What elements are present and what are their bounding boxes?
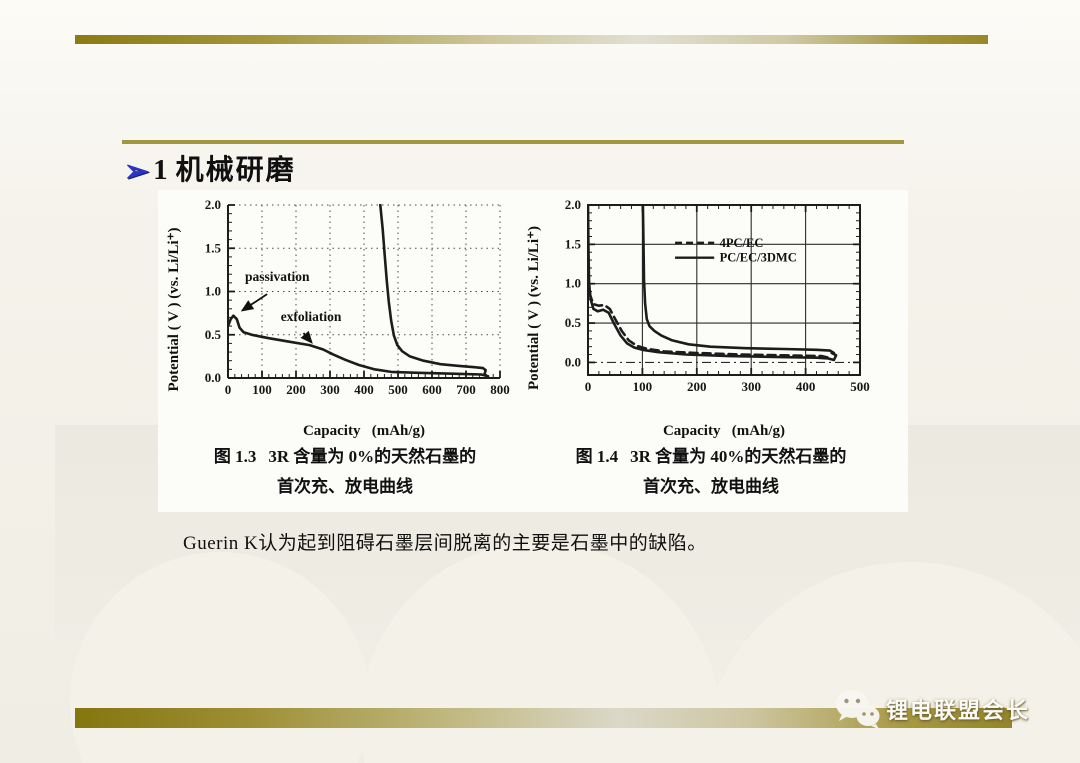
svg-text:1.5: 1.5 (565, 236, 582, 251)
svg-text:Capacity (mAh/g): Capacity (mAh/g) (303, 423, 425, 439)
watermark-text: 锂电联盟会长 (886, 698, 1031, 723)
svg-text:500: 500 (850, 379, 870, 394)
svg-text:400: 400 (796, 379, 816, 394)
caption-text: 3R 含量为 0%的天然石墨的 (268, 447, 477, 466)
caption-line: 首次充、放电曲线 (643, 477, 779, 496)
svg-text:Potential ( V ) (vs. Li/Li⁺): Potential ( V ) (vs. Li/Li⁺) (526, 226, 542, 390)
svg-text:300: 300 (320, 382, 340, 397)
svg-text:Potential ( V ) (vs. Li/Li⁺): Potential ( V ) (vs. Li/Li⁺) (166, 227, 182, 391)
svg-text:100: 100 (252, 382, 272, 397)
svg-text:0.0: 0.0 (565, 354, 581, 369)
svg-text:100: 100 (633, 379, 653, 394)
wechat-icon (836, 690, 880, 729)
svg-text:0: 0 (225, 382, 232, 397)
figure-1-4-chart: 0 100 200 300 400 500 0.0 0.5 1.0 1.5 2.0 Capacity … (526, 197, 870, 439)
svg-text:700: 700 (456, 382, 476, 397)
svg-text:passivation: passivation (245, 269, 310, 284)
svg-text:500: 500 (388, 382, 408, 397)
figure-label: 图 1.4 (575, 447, 619, 466)
heading-title: 机械研磨 (175, 155, 296, 186)
svg-text:300: 300 (741, 379, 761, 394)
figure-1-3-caption: 图 1.3 3R 含量为 0%的天然石墨的 首次充、放电曲线 (180, 442, 510, 502)
svg-text:2.0: 2.0 (565, 197, 581, 212)
svg-text:0: 0 (585, 379, 592, 394)
arrow-bullet-icon: ➢ (124, 155, 150, 188)
heading-rule (122, 140, 904, 144)
svg-text:exfoliation: exfoliation (281, 309, 342, 324)
svg-text:200: 200 (286, 382, 306, 397)
caption-text: 3R 含量为 40%的天然石墨的 (630, 447, 847, 466)
svg-text:Capacity (mAh/g): Capacity (mAh/g) (663, 423, 785, 439)
svg-text:400: 400 (354, 382, 374, 397)
svg-text:0.0: 0.0 (205, 370, 221, 385)
svg-text:1.0: 1.0 (565, 276, 581, 291)
heading-number: 1 (153, 154, 168, 186)
top-divider-bar (75, 35, 988, 44)
body-text: Guerin K认为起到阻碍石墨层间脱离的主要是石墨中的缺陷。 (183, 533, 707, 554)
svg-text:1.0: 1.0 (205, 284, 221, 299)
bottom-divider-bar (75, 708, 1012, 728)
slide-heading: ➢ 1 机械研磨 (124, 148, 296, 189)
svg-text:PC/EC/3DMC: PC/EC/3DMC (720, 251, 797, 265)
svg-text:2.0: 2.0 (205, 197, 221, 212)
svg-text:0.5: 0.5 (565, 315, 582, 330)
figure-1-3-chart: 0 100 200 300 400 500 600 700 800 0.0 0.5 1.0 1.5 2.0… (166, 197, 510, 439)
figure-panel: 0 100 200 300 400 500 600 700 800 0.0 0.5 1.0 1.5 2.0… (158, 190, 908, 512)
svg-text:1.5: 1.5 (205, 240, 222, 255)
figure-1-4-caption: 图 1.4 3R 含量为 40%的天然石墨的 首次充、放电曲线 (546, 442, 876, 502)
watermark: 锂电联盟会长 (834, 688, 1030, 730)
caption-line: 首次充、放电曲线 (277, 477, 413, 496)
svg-text:0.5: 0.5 (205, 327, 222, 342)
caption-line: 图 1.4 3R 含量为 40%的天然石墨的 (546, 442, 876, 472)
svg-text:4PC/EC: 4PC/EC (720, 236, 764, 250)
svg-text:200: 200 (687, 379, 707, 394)
caption-line: 图 1.3 3R 含量为 0%的天然石墨的 (180, 442, 510, 472)
svg-text:600: 600 (422, 382, 442, 397)
svg-text:800: 800 (490, 382, 510, 397)
figure-label: 图 1.3 (213, 447, 257, 466)
